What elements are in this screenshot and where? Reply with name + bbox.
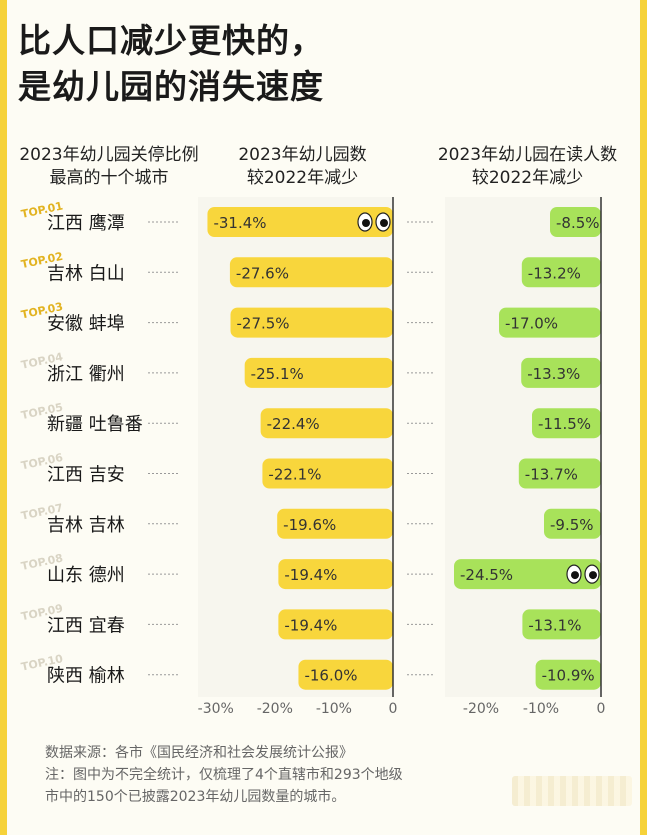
city-label: 吉林 吉林: [47, 515, 125, 536]
city-label: 江西 宜春: [47, 615, 125, 636]
right-value-label: -24.5%: [460, 566, 513, 584]
city-header-line-2: 最高的十个城市: [49, 168, 169, 188]
left-bar: [260, 408, 393, 439]
title-line-1: 比人口减少更快的，: [18, 21, 324, 60]
right-header-line-2: 较2022年减少: [471, 168, 584, 188]
right-value-label: -17.0%: [505, 315, 558, 333]
left-bar: [244, 357, 393, 388]
watermark: [512, 776, 632, 806]
right-bar: [544, 508, 601, 539]
left-value-label: -22.4%: [267, 415, 320, 433]
left-tick-label: -30%: [198, 701, 234, 717]
right-value-label: -13.7%: [525, 466, 578, 484]
right-tick-label: -20%: [463, 701, 499, 717]
left-value-label: -19.4%: [284, 566, 337, 584]
right-bar: [532, 408, 601, 439]
eye-pupil: [571, 571, 579, 580]
left-chart-header: 2023年幼儿园数 较2022年减少: [215, 144, 390, 190]
left-tick-label: -20%: [257, 701, 293, 717]
left-bar: [278, 559, 393, 590]
right-bar: [454, 559, 601, 590]
right-value-label: -11.5%: [538, 415, 591, 433]
right-bar: [518, 458, 601, 489]
left-value-label: -25.1%: [251, 365, 304, 383]
city-header-line-1: 2023年幼儿园关停比例: [19, 145, 199, 165]
left-value-label: -19.4%: [284, 616, 337, 634]
left-value-label: -19.6%: [283, 516, 336, 534]
page-title: 比人口减少更快的， 是幼儿园的消失速度: [18, 18, 324, 110]
right-bar: [521, 257, 601, 288]
city-label: 安徽 蚌埠: [47, 314, 125, 335]
city-label: 浙江 衢州: [47, 364, 125, 385]
right-value-label: -10.9%: [542, 667, 595, 685]
left-bar: [278, 609, 393, 640]
left-bar: [277, 508, 393, 539]
eye-pupil: [362, 219, 370, 227]
left-bar: [262, 458, 393, 489]
left-bar: [230, 307, 393, 338]
left-bar: [298, 659, 393, 690]
right-bar: [535, 659, 601, 690]
title-line-2: 是幼儿园的消失速度: [18, 67, 324, 106]
footer-note-2: 市中的150个已披露2023年幼儿园数量的城市。: [45, 789, 346, 805]
right-header-line-1: 2023年幼儿园在读人数: [437, 145, 618, 165]
right-value-label: -9.5%: [550, 516, 594, 534]
footer-source: 数据来源：各市《国民经济和社会发展统计公报》: [45, 745, 353, 761]
right-value-label: -8.5%: [556, 214, 600, 232]
city-label: 陕西 榆林: [47, 666, 125, 687]
left-bar: [229, 257, 393, 288]
left-value-label: -27.5%: [237, 315, 290, 333]
city-label: 山东 德州: [47, 565, 125, 586]
city-label: 江西 鹰潭: [47, 213, 125, 234]
city-column-header: 2023年幼儿园关停比例 最高的十个城市: [0, 144, 218, 190]
city-label: 新疆 吐鲁番: [47, 414, 143, 435]
right-bar: [499, 307, 601, 338]
left-tick-label: -10%: [316, 701, 352, 717]
left-bar: [207, 207, 393, 237]
right-value-label: -13.1%: [528, 616, 581, 634]
right-bar: [521, 357, 601, 388]
left-value-label: -27.6%: [236, 264, 289, 282]
left-value-label: -31.4%: [213, 214, 266, 232]
left-tick-label: 0: [389, 701, 398, 717]
city-label: 吉林 白山: [47, 263, 125, 284]
right-bar: [550, 207, 601, 237]
right-value-label: -13.2%: [528, 264, 581, 282]
eye-pupil: [589, 571, 597, 580]
left-header-line-2: 较2022年减少: [246, 168, 359, 188]
right-bar: [522, 609, 601, 640]
left-header-line-1: 2023年幼儿园数: [238, 145, 367, 165]
left-value-label: -22.1%: [268, 466, 321, 484]
right-tick-label: -10%: [523, 701, 559, 717]
footer-note-1: 注：图中为不完全统计，仅梳理了4个直辖市和293个地级: [45, 767, 403, 783]
right-chart-header: 2023年幼儿园在读人数 较2022年减少: [415, 144, 640, 190]
right-tick-label: 0: [597, 701, 606, 717]
right-value-label: -13.3%: [527, 365, 580, 383]
left-value-label: -16.0%: [304, 667, 357, 685]
footer: 数据来源：各市《国民经济和社会发展统计公报》 注：图中为不完全统计，仅梳理了4个…: [45, 742, 515, 808]
city-label: 江西 吉安: [47, 465, 125, 486]
eye-pupil: [380, 219, 388, 227]
